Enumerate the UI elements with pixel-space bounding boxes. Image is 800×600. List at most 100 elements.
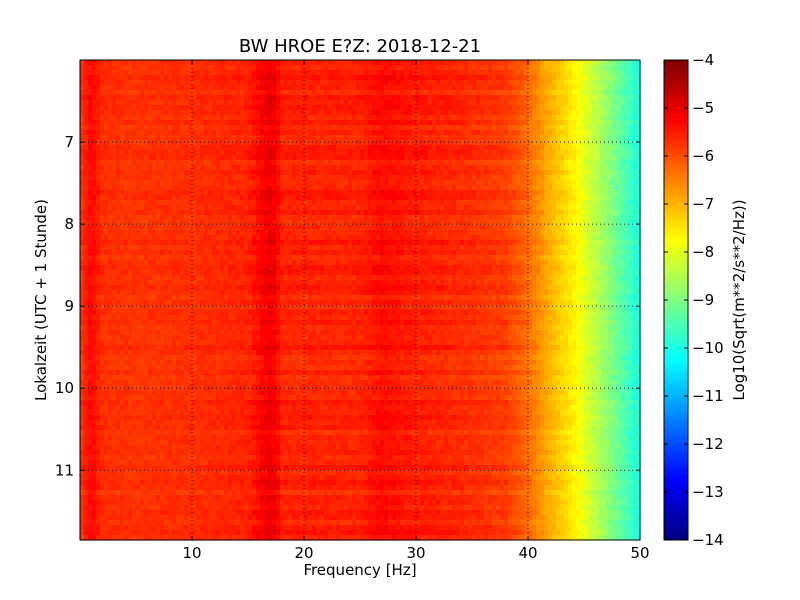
- heatmap-cell: [80, 140, 85, 146]
- heatmap-cell: [192, 150, 197, 156]
- heatmap-cell: [484, 70, 489, 76]
- heatmap-cell: [216, 235, 221, 241]
- heatmap-cell: [292, 115, 297, 121]
- heatmap-cell: [256, 70, 261, 76]
- heatmap-cell: [356, 110, 361, 116]
- heatmap-cell: [332, 120, 337, 126]
- heatmap-cell: [304, 190, 309, 196]
- heatmap-cell: [516, 130, 521, 136]
- heatmap-cell: [112, 190, 117, 196]
- heatmap-cell: [396, 150, 401, 156]
- heatmap-cell: [476, 230, 481, 236]
- heatmap-cell: [464, 200, 469, 206]
- heatmap-cell: [552, 60, 557, 66]
- heatmap-cell: [556, 135, 561, 141]
- heatmap-cell: [248, 60, 253, 66]
- heatmap-cell: [624, 220, 629, 226]
- heatmap-cell: [536, 100, 541, 106]
- heatmap-cell: [344, 215, 349, 221]
- heatmap-cell: [396, 210, 401, 216]
- heatmap-cell: [80, 60, 85, 66]
- heatmap-cell: [552, 170, 557, 176]
- heatmap-cell: [376, 185, 381, 191]
- heatmap-cell: [436, 125, 441, 131]
- heatmap-cell: [112, 115, 117, 121]
- heatmap-cell: [224, 95, 229, 101]
- heatmap-cell: [364, 75, 369, 81]
- heatmap-cell: [300, 60, 305, 66]
- heatmap-cell: [356, 90, 361, 96]
- heatmap-cell: [400, 90, 405, 96]
- heatmap-cell: [580, 155, 585, 161]
- heatmap-cell: [172, 185, 177, 191]
- heatmap-cell: [584, 215, 589, 221]
- heatmap-cell: [344, 185, 349, 191]
- heatmap-cell: [364, 125, 369, 131]
- heatmap-cell: [280, 60, 285, 66]
- heatmap-cell: [116, 75, 121, 81]
- heatmap-cell: [396, 95, 401, 101]
- heatmap-cell: [132, 185, 137, 191]
- heatmap-cell: [224, 235, 229, 241]
- heatmap-cell: [120, 75, 125, 81]
- heatmap-cell: [408, 115, 413, 121]
- heatmap-cell: [152, 225, 157, 231]
- heatmap-cell: [168, 150, 173, 156]
- heatmap-cell: [368, 210, 373, 216]
- heatmap-cell: [320, 75, 325, 81]
- heatmap-cell: [228, 130, 233, 136]
- heatmap-cell: [196, 140, 201, 146]
- heatmap-cell: [464, 80, 469, 86]
- heatmap-cell: [532, 95, 537, 101]
- heatmap-cell: [360, 210, 365, 216]
- heatmap-cell: [148, 65, 153, 71]
- heatmap-cell: [216, 95, 221, 101]
- heatmap-cell: [112, 105, 117, 111]
- heatmap-cell: [260, 110, 265, 116]
- heatmap-cell: [376, 230, 381, 236]
- heatmap-cell: [232, 100, 237, 106]
- heatmap-cell: [316, 125, 321, 131]
- heatmap-cell: [160, 135, 165, 141]
- heatmap-cell: [248, 135, 253, 141]
- heatmap-cell: [620, 150, 625, 156]
- heatmap-cell: [248, 125, 253, 131]
- heatmap-cell: [604, 170, 609, 176]
- heatmap-cell: [380, 175, 385, 181]
- heatmap-cell: [296, 80, 301, 86]
- heatmap-cell: [188, 150, 193, 156]
- heatmap-cell: [256, 210, 261, 216]
- heatmap-cell: [108, 115, 113, 121]
- heatmap-cell: [340, 210, 345, 216]
- heatmap-cell: [304, 95, 309, 101]
- heatmap-cell: [316, 170, 321, 176]
- heatmap-cell: [80, 125, 85, 131]
- heatmap-cell: [456, 200, 461, 206]
- heatmap-cell: [576, 220, 581, 226]
- heatmap-cell: [80, 230, 85, 236]
- heatmap-cell: [140, 85, 145, 91]
- heatmap-cell: [372, 85, 377, 91]
- heatmap-cell: [448, 110, 453, 116]
- heatmap-cell: [452, 160, 457, 166]
- heatmap-cell: [360, 115, 365, 121]
- heatmap-cell: [636, 160, 641, 166]
- heatmap-cell: [308, 105, 313, 111]
- heatmap-cell: [244, 225, 249, 231]
- heatmap-cell: [268, 125, 273, 131]
- heatmap-cell: [300, 175, 305, 181]
- heatmap-cell: [120, 185, 125, 191]
- heatmap-cell: [520, 135, 525, 141]
- heatmap-cell: [628, 120, 633, 126]
- heatmap-cell: [452, 120, 457, 126]
- heatmap-cell: [120, 215, 125, 221]
- heatmap-cell: [588, 205, 593, 211]
- heatmap-cell: [252, 155, 257, 161]
- heatmap-cell: [580, 185, 585, 191]
- heatmap-cell: [176, 135, 181, 141]
- heatmap-cell: [184, 235, 189, 241]
- heatmap-cell: [540, 120, 545, 126]
- heatmap-cell: [228, 115, 233, 121]
- heatmap-cell: [444, 190, 449, 196]
- heatmap-cell: [400, 155, 405, 161]
